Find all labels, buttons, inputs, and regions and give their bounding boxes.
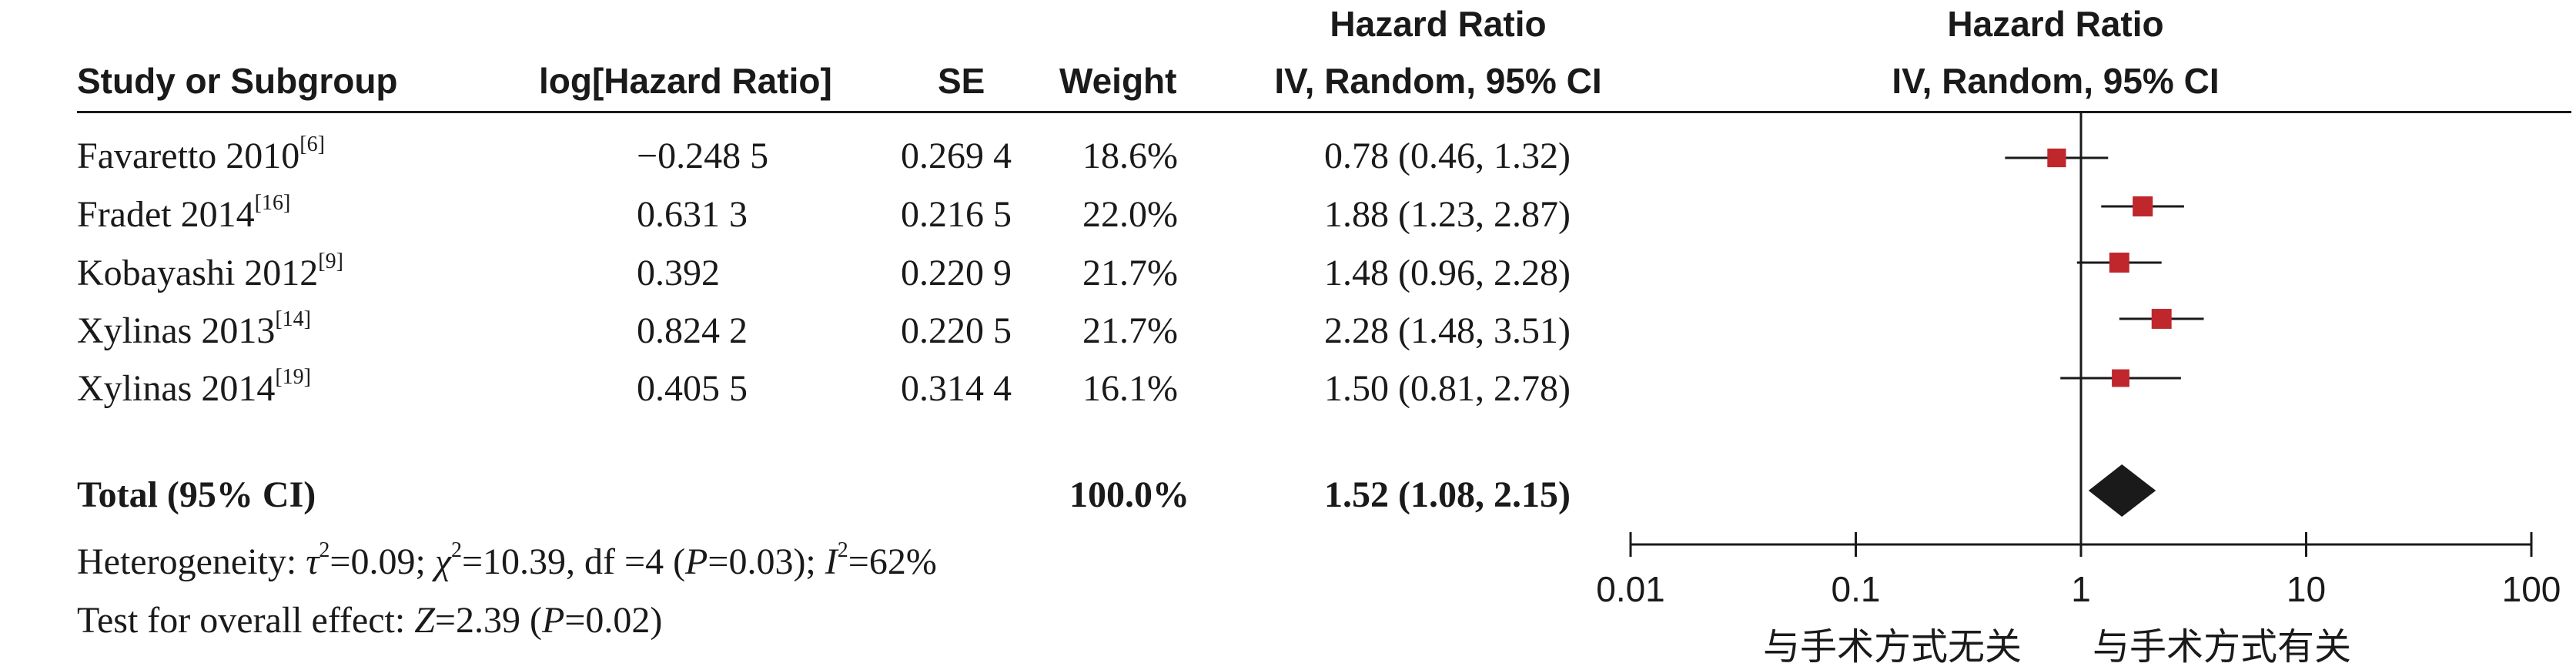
header-rule xyxy=(77,111,2571,113)
se-column-header: SE xyxy=(938,61,985,101)
loghr-value: 0.631 3 xyxy=(637,194,748,235)
study-column-header: Study or Subgroup xyxy=(77,61,398,101)
total-label: Total (95% CI) xyxy=(77,474,316,515)
study-marker xyxy=(2047,148,2066,168)
favours-left-label: 与手术方式无关 xyxy=(1763,625,2022,668)
heterogeneity-text: Heterogeneity: τ2=0.09; χ2=10.39, df =4 … xyxy=(77,538,937,583)
pooled-diamond xyxy=(2088,464,2156,517)
hr-column-header-line2: IV, Random, 95% CI xyxy=(1274,61,1602,101)
tick-label: 1 xyxy=(2071,569,2091,609)
weight-value: 21.7% xyxy=(1082,253,1178,293)
tick-label: 100 xyxy=(2501,569,2561,609)
weight-value: 18.6% xyxy=(1082,136,1178,176)
loghr-value: 0.392 xyxy=(637,253,720,293)
se-value: 0.220 9 xyxy=(901,253,1012,293)
study-marker xyxy=(2109,253,2129,273)
study-name: Xylinas 2013[14] xyxy=(77,307,311,352)
ci-text: 1.48 (0.96, 2.28) xyxy=(1324,253,1571,293)
loghr-value: 0.405 5 xyxy=(637,368,748,409)
tick-label: 0.1 xyxy=(1831,569,1881,609)
se-value: 0.220 5 xyxy=(901,310,1012,351)
ci-text: 0.78 (0.46, 1.32) xyxy=(1324,136,1571,176)
ci-text: 2.28 (1.48, 3.51) xyxy=(1324,310,1571,351)
study-name: Kobayashi 2012[9] xyxy=(77,250,343,294)
study-name: Favaretto 2010[6] xyxy=(77,132,325,177)
overall-effect-text: Test for overall effect: Z=2.39 (P=0.02) xyxy=(77,600,663,641)
weight-value: 16.1% xyxy=(1082,368,1178,409)
study-name: Xylinas 2014[19] xyxy=(77,365,311,410)
total-ci: 1.52 (1.08, 2.15) xyxy=(1324,474,1571,515)
hr-column-header-line1: Hazard Ratio xyxy=(1330,4,1547,44)
total-weight: 100.0% xyxy=(1069,474,1189,515)
se-value: 0.314 4 xyxy=(901,368,1012,409)
weight-value: 22.0% xyxy=(1082,194,1178,235)
study-marker xyxy=(2133,196,2153,217)
ci-text: 1.50 (0.81, 2.78) xyxy=(1324,368,1571,409)
weight-column-header: Weight xyxy=(1059,61,1177,101)
study-marker xyxy=(2151,309,2172,329)
study-marker xyxy=(2112,369,2129,387)
loghr-value: 0.824 2 xyxy=(637,310,748,351)
favours-right-label: 与手术方式有关 xyxy=(2093,625,2352,668)
se-value: 0.216 5 xyxy=(901,194,1012,235)
ci-text: 1.88 (1.23, 2.87) xyxy=(1324,194,1571,235)
weight-value: 21.7% xyxy=(1082,310,1178,351)
se-value: 0.269 4 xyxy=(901,136,1012,176)
tick-label: 0.01 xyxy=(1596,569,1665,609)
tick-label: 10 xyxy=(2286,569,2327,609)
loghr-value: −0.248 5 xyxy=(637,136,769,176)
plot-header-line2: IV, Random, 95% CI xyxy=(1892,61,2220,101)
loghr-column-header: log[Hazard Ratio] xyxy=(539,61,832,101)
study-name: Fradet 2014[16] xyxy=(77,191,291,236)
plot-header-line1: Hazard Ratio xyxy=(1947,4,2164,44)
